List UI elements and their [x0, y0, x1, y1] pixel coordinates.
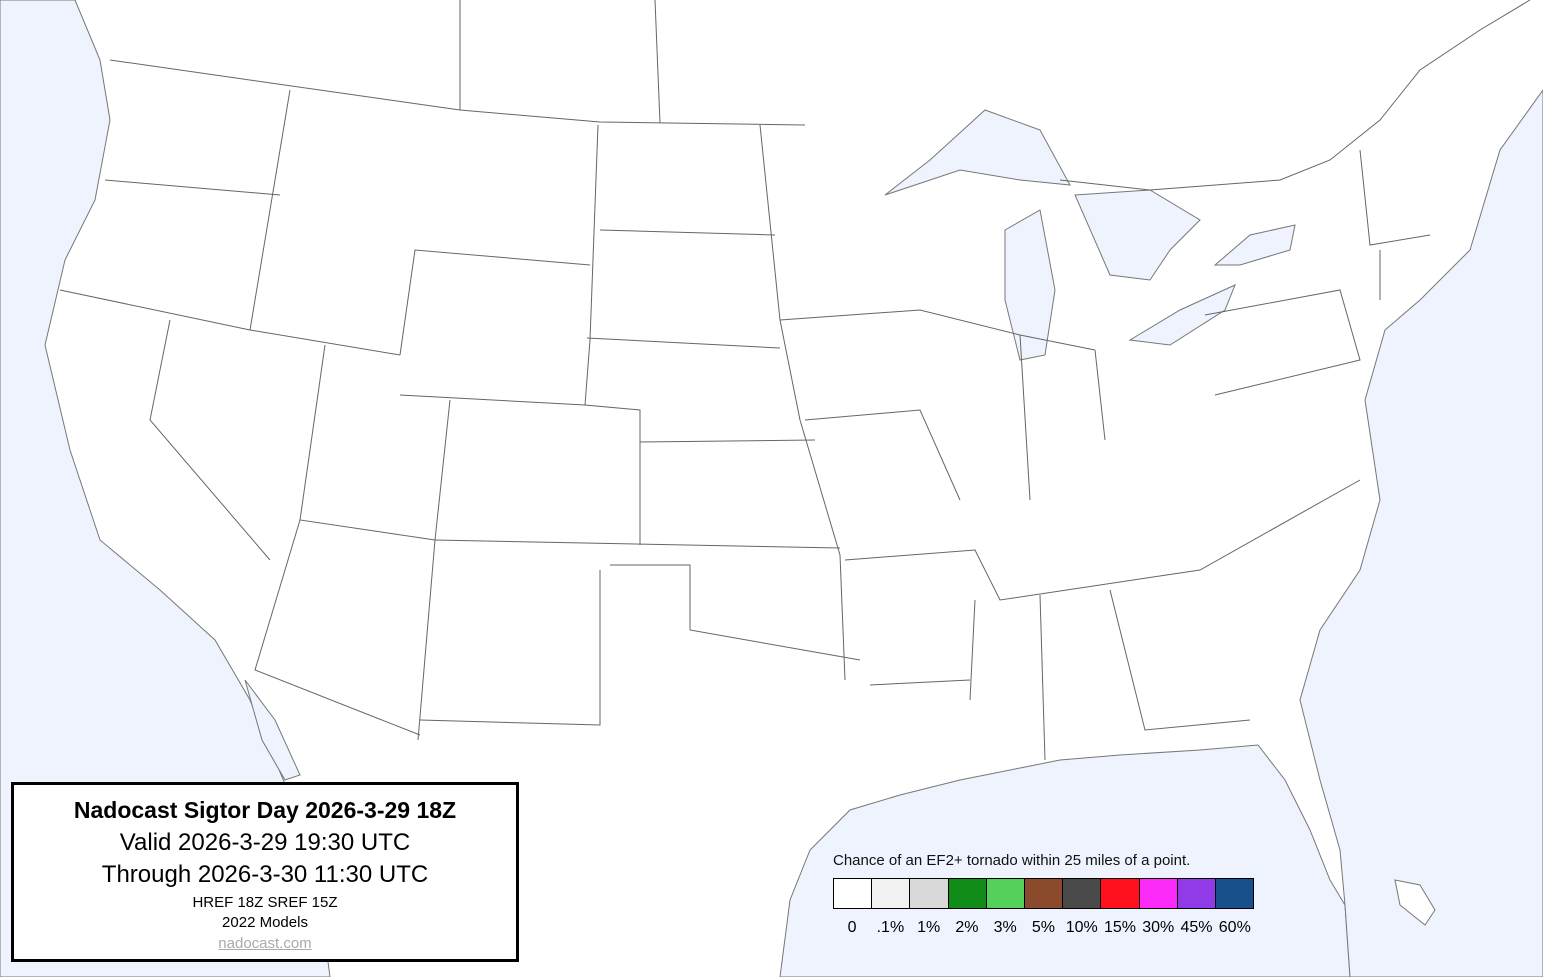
through-time: Through 2026-3-30 11:30 UTC: [101, 861, 429, 888]
legend-label: 15%: [1103, 919, 1136, 936]
legend-label: 3%: [993, 919, 1017, 936]
legend-labels: 0 .1% 1% 2% 3% 5% 10% 15% 30% 45% 60%: [833, 919, 1254, 937]
legend-swatches: [833, 878, 1254, 909]
state-borders: [59, 0, 1531, 761]
forecast-title: Nadocast Sigtor Day 2026-3-29 18Z: [73, 797, 457, 823]
legend-swatch: [834, 879, 873, 908]
legend-label: 1%: [917, 919, 941, 936]
legend-swatch: [986, 879, 1025, 908]
lake-ontario: [1213, 224, 1296, 266]
legend-swatch: [1101, 879, 1140, 908]
lake-erie: [1128, 284, 1236, 346]
gulf-of-california: [244, 679, 301, 781]
atlantic-ocean: [1299, 89, 1543, 977]
legend-label: .1%: [876, 919, 905, 936]
model-version: 2022 Models: [222, 914, 308, 931]
cuba: [1394, 879, 1436, 926]
legend-swatch: [1139, 879, 1178, 908]
probability-legend: Chance of an EF2+ tornado within 25 mile…: [833, 852, 1254, 937]
legend-label: 0: [847, 919, 857, 936]
legend-label: 2%: [955, 919, 979, 936]
legend-swatch: [1024, 879, 1064, 908]
legend-swatch: [910, 879, 949, 908]
legend-swatch: [948, 879, 987, 908]
legend-swatch: [1063, 879, 1102, 908]
legend-title: Chance of an EF2+ tornado within 25 mile…: [833, 852, 1191, 869]
forecast-info-box: Nadocast Sigtor Day 2026-3-29 18Z Valid …: [11, 782, 519, 962]
legend-label: 60%: [1218, 919, 1251, 936]
legend-label: 10%: [1065, 919, 1098, 936]
lake-michigan: [1004, 209, 1056, 361]
model-runs: HREF 18Z SREF 15Z: [192, 894, 338, 911]
valid-time: Valid 2026-3-29 19:30 UTC: [119, 829, 411, 856]
site-link[interactable]: nadocast.com: [218, 935, 312, 952]
legend-label: 45%: [1180, 919, 1213, 936]
lake-huron: [1074, 189, 1201, 281]
legend-label: 5%: [1031, 919, 1056, 936]
legend-swatch: [1177, 879, 1216, 908]
lake-superior: [884, 109, 1071, 196]
legend-swatch: [872, 879, 911, 908]
legend-label: 30%: [1142, 919, 1175, 936]
legend-swatch: [1215, 879, 1254, 908]
gulf-of-mexico: [779, 744, 1351, 977]
